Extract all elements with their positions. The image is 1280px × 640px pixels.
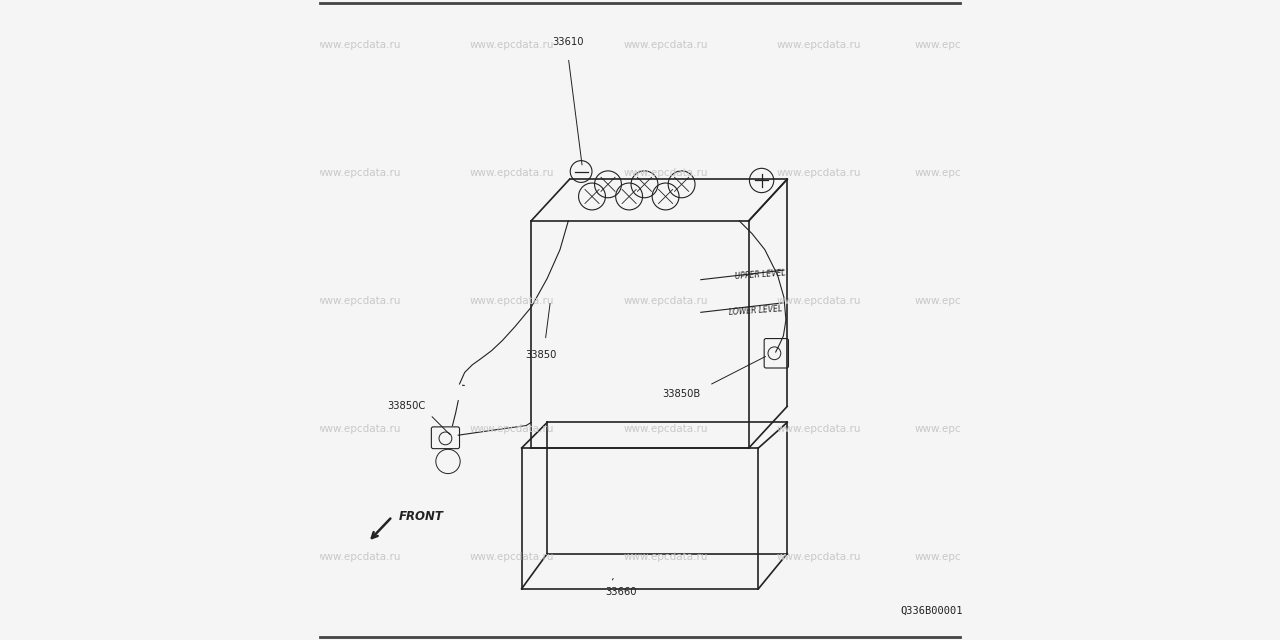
- Text: 33850C: 33850C: [388, 401, 425, 412]
- Text: www.epcdata.ru: www.epcdata.ru: [470, 552, 554, 562]
- Text: www.epcdata.ru: www.epcdata.ru: [623, 296, 708, 306]
- Text: www.epcdata.ru: www.epcdata.ru: [470, 168, 554, 178]
- Text: www.epcdata.ru: www.epcdata.ru: [623, 552, 708, 562]
- Text: www.epcdata.ru: www.epcdata.ru: [316, 168, 401, 178]
- Text: www.epcdata.ru: www.epcdata.ru: [316, 296, 401, 306]
- Text: 33850B: 33850B: [663, 388, 700, 399]
- Text: www.epcd: www.epcd: [914, 424, 968, 434]
- Text: LOWER LEVEL: LOWER LEVEL: [728, 304, 782, 317]
- Text: www.epcdata.ru: www.epcdata.ru: [623, 424, 708, 434]
- Text: www.epcdata.ru: www.epcdata.ru: [470, 296, 554, 306]
- Text: UPPER LEVEL: UPPER LEVEL: [735, 269, 786, 282]
- Text: www.epcdata.ru: www.epcdata.ru: [777, 168, 861, 178]
- Text: www.epcd: www.epcd: [914, 168, 968, 178]
- Text: www.epcdata.ru: www.epcdata.ru: [623, 168, 708, 178]
- Text: www.epcd: www.epcd: [914, 296, 968, 306]
- Text: FRONT: FRONT: [399, 510, 444, 523]
- Text: 33610: 33610: [553, 36, 584, 47]
- Text: www.epcdata.ru: www.epcdata.ru: [316, 552, 401, 562]
- Text: 33850: 33850: [525, 350, 557, 360]
- Text: www.epcdata.ru: www.epcdata.ru: [316, 40, 401, 50]
- Text: www.epcdata.ru: www.epcdata.ru: [777, 40, 861, 50]
- Text: www.epcdata.ru: www.epcdata.ru: [777, 296, 861, 306]
- Text: 33660: 33660: [605, 587, 636, 597]
- Text: Q336B00001: Q336B00001: [900, 606, 963, 616]
- Text: www.epcdata.ru: www.epcdata.ru: [623, 40, 708, 50]
- Text: www.epcdata.ru: www.epcdata.ru: [470, 424, 554, 434]
- Text: www.epcd: www.epcd: [914, 40, 968, 50]
- Text: www.epcdata.ru: www.epcdata.ru: [316, 424, 401, 434]
- Text: www.epcd: www.epcd: [914, 552, 968, 562]
- Text: www.epcdata.ru: www.epcdata.ru: [777, 424, 861, 434]
- Text: www.epcdata.ru: www.epcdata.ru: [777, 552, 861, 562]
- Text: www.epcdata.ru: www.epcdata.ru: [470, 40, 554, 50]
